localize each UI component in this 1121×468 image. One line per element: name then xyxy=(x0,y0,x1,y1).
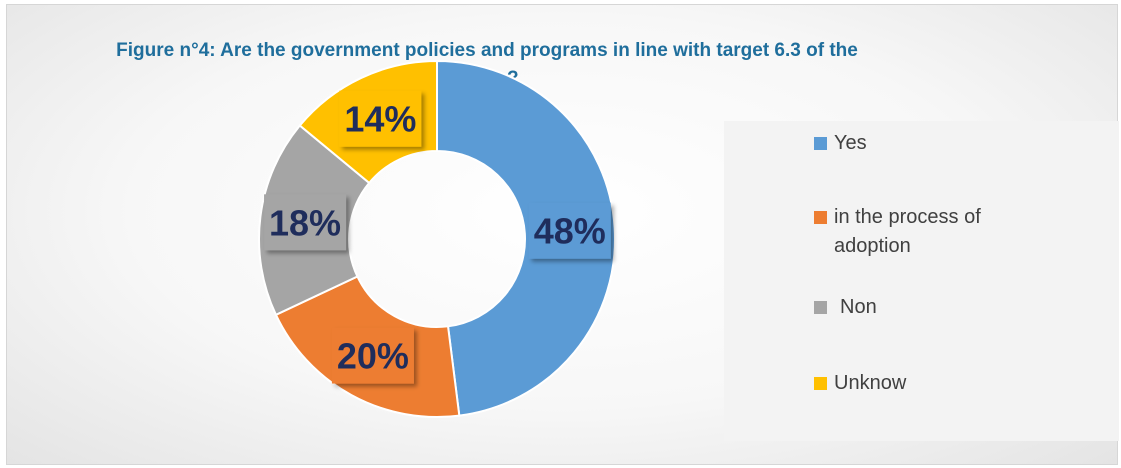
data-label-non: 18% xyxy=(264,194,347,251)
data-label-non-box xyxy=(264,194,347,251)
legend-label-non: Non xyxy=(840,296,877,318)
legend-item-yes: Yes xyxy=(814,129,1004,158)
data-label-unknow-text: 14% xyxy=(344,99,416,140)
data-label-unknow: 14% xyxy=(339,90,422,147)
data-label-in-process: 20% xyxy=(331,327,414,384)
donut-chart: 48% 20% 18% 14% xyxy=(258,59,616,418)
legend-swatch-non xyxy=(814,301,827,314)
legend-swatch-yes xyxy=(814,137,827,150)
legend-swatch-unknow xyxy=(814,377,827,390)
legend-item-non: Non xyxy=(814,293,1010,322)
legend-label-unknow: Unknow xyxy=(834,372,907,394)
data-label-yes-box xyxy=(528,202,611,259)
chart-area: Figure n°4: Are the government policies … xyxy=(6,4,1119,465)
slice-yes xyxy=(436,59,616,417)
data-label-yes-text: 48% xyxy=(534,211,606,252)
legend-swatch-in-process xyxy=(814,211,827,224)
legend: Yes in the process of adoption Non Unkno… xyxy=(724,121,1119,441)
data-label-unknow-box xyxy=(339,90,422,147)
legend-label-yes: Yes xyxy=(834,132,867,154)
data-label-yes: 48% xyxy=(528,202,611,259)
legend-item-in-process: in the process of adoption xyxy=(814,203,1004,261)
legend-item-unknow: Unknow xyxy=(814,369,1004,398)
data-label-non-text: 18% xyxy=(269,202,341,243)
legend-label-in-process: in the process of adoption xyxy=(834,206,981,257)
data-label-in-process-box xyxy=(331,327,414,384)
data-label-in-process-text: 20% xyxy=(337,336,409,377)
